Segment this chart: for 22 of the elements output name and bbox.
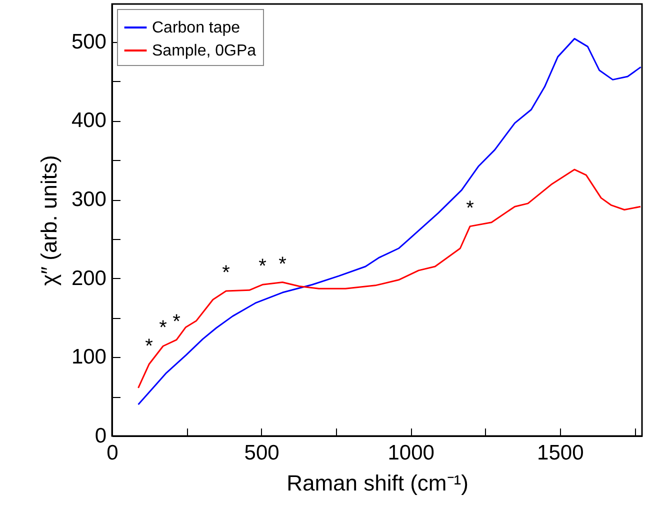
y-tick-label: 200 <box>71 266 106 290</box>
annotation: * <box>258 256 267 278</box>
x-tick-label: 500 <box>244 442 280 464</box>
x-tick-label: 1500 <box>537 442 584 464</box>
legend-label: Sample, 0GPa <box>152 42 256 60</box>
line-series <box>138 38 642 406</box>
annotation: * <box>222 262 230 284</box>
annotation: * <box>172 310 181 333</box>
annotation: * <box>145 335 154 358</box>
annotation: * <box>159 317 168 340</box>
y-tick-label: 400 <box>71 109 106 132</box>
annotation: * <box>278 253 287 276</box>
x-axis-title: Raman shift (cm⁻¹) <box>286 470 468 496</box>
y-tick-label: 500 <box>71 30 106 54</box>
line-series <box>138 168 642 389</box>
y-tick-label: 0 <box>94 424 106 448</box>
y-tick-label: 300 <box>71 188 106 212</box>
legend-label: Carbon tape <box>152 20 240 36</box>
x-tick-label: 1000 <box>388 442 434 464</box>
y-tick-label: 100 <box>71 346 106 369</box>
annotation: * <box>466 197 474 220</box>
y-axis-title: χ″ (arb. units) <box>36 155 62 286</box>
